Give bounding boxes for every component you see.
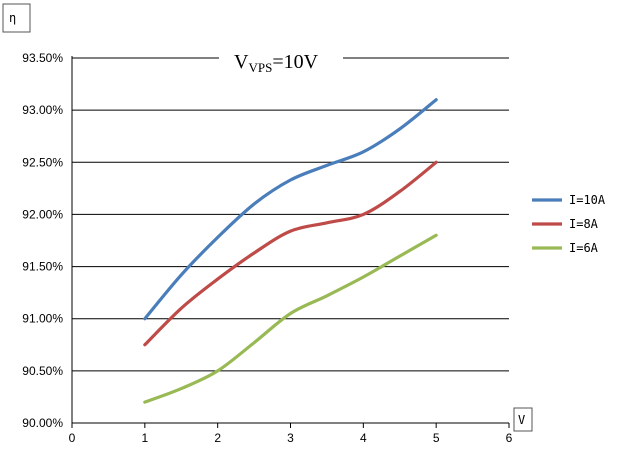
chart-title-subscript: VPS [248,60,272,75]
y-tick-label: 93.50% [22,51,63,65]
y-tick-label: 91.00% [22,312,63,326]
x-tick-label: 5 [433,431,440,445]
x-axis-label-box [513,407,533,432]
chart-title-main: V [234,51,249,73]
chart-title-rest: =10V [272,51,318,73]
y-tick-label: 92.50% [22,155,63,169]
x-tick-labels: 0 1 2 3 4 5 6 [69,431,513,445]
x-tick-label: 1 [141,431,148,445]
legend-label-i-8a: I=8A [569,217,599,231]
y-tick-labels: 93.50% 93.00% 92.50% 92.00% 91.50% 91.00% 90.5… [22,51,63,430]
y-axis-label: η [9,11,16,25]
x-tick-label: 4 [360,431,367,445]
grid [72,57,509,372]
series-line-i-10a [143,98,438,321]
series-line-i-8a [143,160,438,347]
chart-title: VVPS=10V [234,51,319,75]
x-tick-label: 0 [69,431,76,445]
axes [71,56,510,428]
chart-title-background [219,42,343,78]
y-tick-label: 90.00% [22,416,63,430]
x-axis-label: V [518,413,525,427]
y-tick-label: 93.00% [22,103,63,117]
x-tick-label: 3 [287,431,294,445]
y-tick-label: 91.50% [22,260,63,274]
y-tick-label: 92.00% [22,207,63,221]
x-tick-label: 2 [214,431,221,445]
y-axis-label-box [2,3,31,33]
x-tick-label: 6 [506,431,513,445]
y-tick-label: 90.50% [22,364,63,378]
legend: I=10A I=8A I=6A [532,193,606,255]
legend-label-i-6a: I=6A [569,241,599,255]
series-line-i-6a [143,233,438,404]
legend-label-i-10a: I=10A [569,193,606,207]
series-lines [143,98,438,404]
